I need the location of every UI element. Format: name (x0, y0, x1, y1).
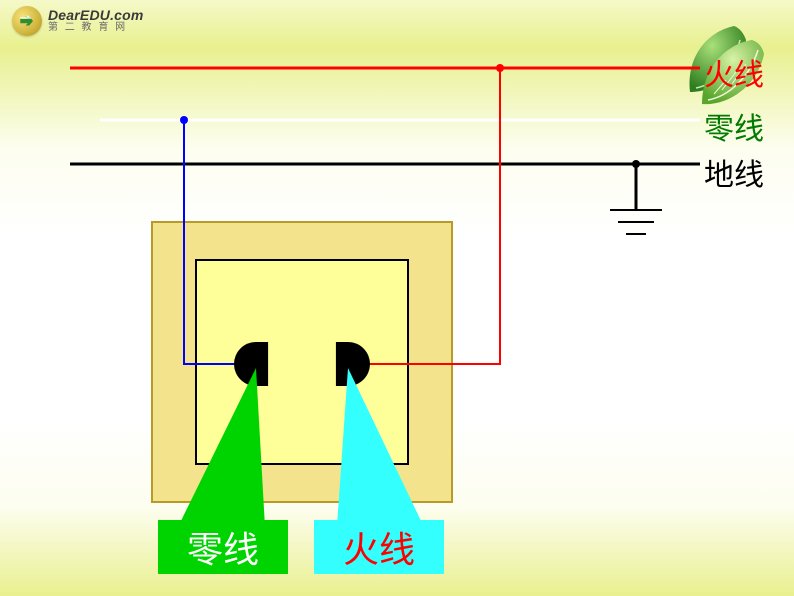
live-junction-dot (496, 64, 504, 72)
label-live-line: 火线 (704, 50, 764, 94)
diagram-svg (0, 0, 794, 596)
label-neutral-line: 零线 (704, 104, 764, 148)
callout-live-socket: 火线 (314, 520, 444, 574)
callout-live-text: 火线 (343, 521, 415, 573)
neutral-junction-dot (180, 116, 188, 124)
callout-neutral-text: 零线 (187, 521, 259, 573)
ground-junction-dot (632, 160, 640, 168)
label-ground-line: 地线 (704, 150, 764, 194)
callout-neutral-socket: 零线 (158, 520, 288, 574)
